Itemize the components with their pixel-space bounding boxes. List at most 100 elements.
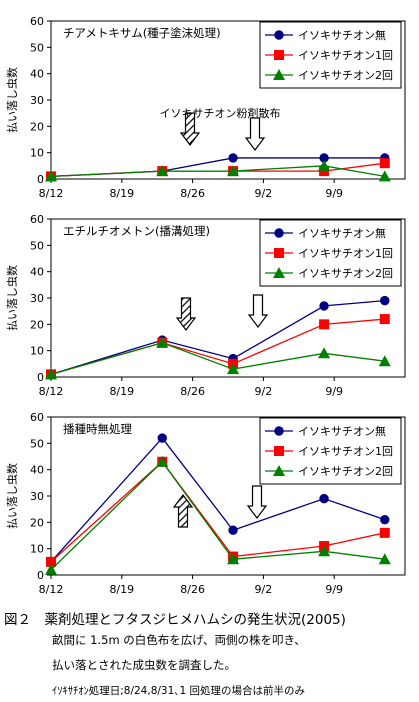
y-tick-label: 0 [37, 569, 44, 582]
spray-annotation: イソキサチオン粉剤散布 [160, 106, 281, 120]
legend-label: イソキサチオン無 [298, 424, 386, 438]
data-point [378, 170, 391, 182]
data-point [319, 319, 330, 330]
y-tick-label: 0 [37, 173, 44, 186]
x-tick-label: 8/12 [39, 187, 64, 200]
legend-label: イソキサチオン2回 [298, 267, 393, 280]
x-tick-label: 8/19 [109, 385, 134, 398]
data-point [379, 527, 390, 538]
figure-caption-treatment-dates: ｲｿｷｻﾁｵﾝ処理日;8/24,8/31､1 回処理の場合は前半のみ [52, 685, 306, 697]
y-tick-label: 30 [30, 94, 44, 107]
y-axis-label: 払い落し虫数 [5, 463, 19, 529]
figure-caption-title: 図２ 薬剤処理とフタスジヒメハムシの発生状況(2005) [4, 612, 346, 628]
y-tick-label: 40 [30, 68, 44, 81]
chart-panel-3: 0 10 20 30 40 50 60 8/12 8/19 8/26 9/2 9/9 払い落し虫数 播種時… [5, 411, 406, 596]
y-tick-label: 60 [30, 213, 44, 226]
legend-label: イソキサチオン2回 [298, 465, 393, 478]
legend-swatch-marker [274, 30, 284, 40]
y-tick-label: 30 [30, 292, 44, 305]
data-point [378, 553, 391, 565]
y-tick-label: 30 [30, 490, 44, 503]
legend-swatch-marker [274, 248, 284, 258]
chart-title: エチルチオメトン(播溝処理) [63, 224, 210, 238]
data-point [45, 563, 57, 575]
x-tick-label: 9/2 [255, 187, 273, 200]
data-point [380, 515, 390, 525]
y-tick-label: 0 [37, 371, 44, 384]
data-point [228, 153, 238, 163]
y-axis-label: 払い落し虫数 [5, 67, 19, 133]
hatched-arrow-marker [179, 112, 201, 146]
data-point [380, 295, 390, 306]
y-tick-label: 10 [30, 543, 44, 556]
y-tick-label: 20 [30, 318, 44, 331]
x-tick-label: 8/19 [109, 187, 134, 200]
data-point [319, 301, 329, 311]
hatched-arrow-marker [175, 297, 197, 331]
data-point [46, 556, 56, 567]
chart-panel-2: 0 10 20 30 40 50 60 8/12 8/19 8/26 9/2 9/9 払い落し虫数 エチル… [5, 213, 406, 398]
charts-svg: 0 10 20 30 40 50 60 8/12 8/19 8/26 9/2 9/9 払い落し虫数 チアメ… [5, 15, 406, 596]
x-tick-label: 8/26 [180, 385, 205, 398]
y-tick-label: 40 [30, 266, 44, 279]
data-point [156, 165, 169, 177]
y-tick-label: 50 [30, 239, 44, 252]
open-arrow-marker [244, 117, 266, 151]
x-tick-label: 8/19 [109, 583, 134, 596]
x-tick-label: 9/2 [255, 385, 273, 398]
legend-label: イソキサチオン無 [298, 28, 386, 42]
y-tick-label: 10 [30, 345, 44, 358]
y-tick-label: 10 [30, 147, 44, 160]
chart-title: チアメトキサム(種子塗沫処理) [63, 26, 221, 40]
y-axis-label: 払い落し虫数 [5, 265, 19, 331]
x-tick-label: 9/9 [325, 385, 343, 398]
y-tick-label: 20 [30, 120, 44, 133]
legend-swatch-marker [274, 446, 284, 456]
y-tick-label: 50 [30, 437, 44, 450]
data-point [227, 553, 240, 565]
legend-swatch-marker [274, 228, 284, 238]
figure-caption-method: 畝間に 1.5m の白色布を広げ、両側の株を叩き、 [52, 633, 306, 647]
data-point [45, 170, 57, 182]
legend-swatch-marker [273, 267, 285, 278]
x-tick-label: 8/12 [39, 385, 64, 398]
x-tick-label: 9/9 [325, 583, 343, 596]
legend-label: イソキサチオン1回 [298, 247, 393, 260]
data-point [227, 363, 240, 375]
data-point [228, 525, 238, 535]
x-tick-label: 8/26 [180, 583, 205, 596]
legend-swatch-marker [273, 465, 285, 476]
data-point [378, 355, 391, 367]
x-tick-label: 9/9 [325, 187, 343, 200]
y-tick-label: 60 [30, 15, 44, 28]
legend-swatch-marker [274, 426, 284, 436]
legend-label: イソキサチオン無 [298, 226, 386, 240]
y-tick-label: 60 [30, 411, 44, 424]
legend-label: イソキサチオン1回 [298, 445, 393, 458]
hatched-arrow-marker [172, 494, 194, 528]
x-tick-label: 8/26 [180, 187, 205, 200]
data-point [227, 165, 240, 177]
data-point [319, 493, 329, 504]
data-point [156, 455, 169, 467]
figure-caption-method-cont: 払い落とされた成虫数を調査した。 [52, 658, 236, 672]
x-tick-label: 9/2 [255, 583, 273, 596]
data-point [45, 368, 57, 380]
chart-panel-1: 0 10 20 30 40 50 60 8/12 8/19 8/26 9/2 9/9 払い落し虫数 チアメ… [5, 15, 406, 200]
chart-title: 播種時無処理 [63, 422, 132, 436]
y-tick-label: 50 [30, 41, 44, 54]
data-point [157, 433, 167, 443]
data-point [156, 336, 169, 348]
legend-swatch-marker [273, 69, 285, 80]
data-point [319, 166, 330, 177]
open-arrow-marker [247, 294, 269, 328]
legend-swatch-marker [274, 50, 284, 60]
data-point [318, 347, 331, 359]
y-tick-label: 40 [30, 464, 44, 477]
x-tick-label: 8/12 [39, 583, 64, 596]
y-tick-label: 20 [30, 516, 44, 529]
legend-label: イソキサチオン1回 [298, 49, 393, 62]
data-point [379, 158, 390, 169]
data-point [318, 545, 331, 557]
